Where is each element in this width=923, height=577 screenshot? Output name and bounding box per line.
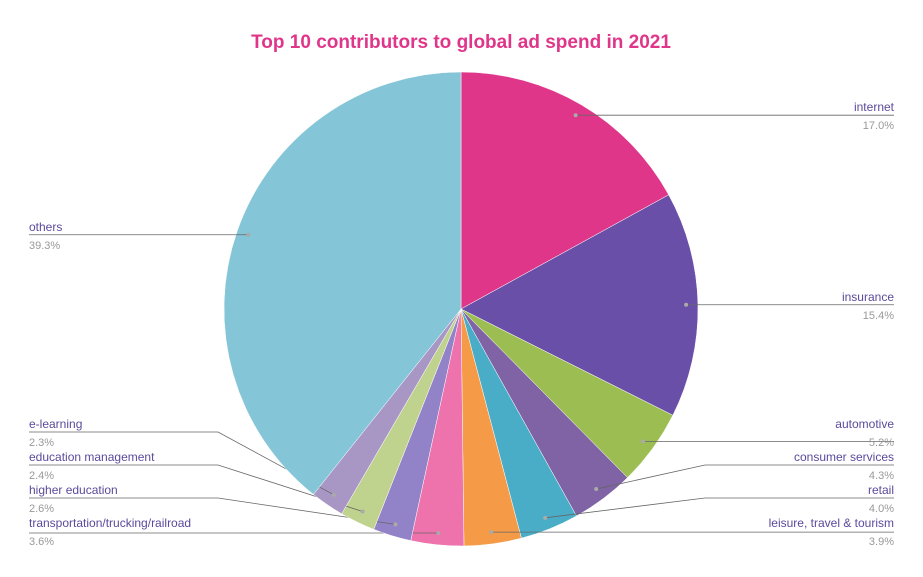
slice-label: e-learning bbox=[29, 417, 82, 431]
value-label: 3.9% bbox=[869, 536, 894, 548]
slice-label: retail bbox=[868, 483, 894, 497]
slice-label: automotive bbox=[835, 417, 894, 431]
value-label: 2.4% bbox=[29, 470, 54, 482]
value-label: 5.2% bbox=[869, 437, 894, 449]
leader-line bbox=[29, 464, 363, 512]
leader-dot bbox=[331, 492, 336, 497]
pie-slice bbox=[460, 71, 670, 310]
leader-dot bbox=[594, 487, 599, 492]
leader-dot bbox=[246, 232, 251, 237]
value-label: 4.0% bbox=[869, 503, 894, 515]
leader-dot bbox=[641, 439, 646, 444]
value-label: 3.6% bbox=[29, 536, 54, 548]
leader-line bbox=[29, 497, 396, 525]
slice-label: internet bbox=[854, 100, 895, 114]
leader-dot bbox=[360, 509, 365, 514]
pie-slice bbox=[223, 71, 462, 495]
slice-label: others bbox=[29, 220, 62, 234]
value-label: 4.3% bbox=[869, 470, 894, 482]
value-label: 2.6% bbox=[29, 503, 54, 515]
leader-dot bbox=[684, 302, 689, 307]
slice-label: leisure, travel & tourism bbox=[769, 516, 894, 530]
leader-line bbox=[596, 464, 894, 490]
value-label: 39.3% bbox=[29, 240, 60, 252]
slice-label: consumer services bbox=[794, 450, 894, 464]
value-label: 17.0% bbox=[863, 120, 894, 132]
slice-label: transportation/trucking/railroad bbox=[29, 516, 191, 530]
leader-line bbox=[545, 497, 894, 519]
leader-dot bbox=[436, 531, 441, 536]
leader-dot bbox=[573, 113, 578, 118]
leader-dot bbox=[543, 515, 548, 520]
slice-label: higher education bbox=[29, 483, 118, 497]
leader-dot bbox=[393, 522, 398, 527]
value-label: 15.4% bbox=[863, 310, 894, 322]
slice-label: insurance bbox=[842, 290, 894, 304]
slice-label: education management bbox=[29, 450, 155, 464]
leader-dot bbox=[489, 530, 494, 535]
value-label: 2.3% bbox=[29, 437, 54, 449]
chart-title: Top 10 contributors to global ad spend i… bbox=[251, 32, 671, 53]
